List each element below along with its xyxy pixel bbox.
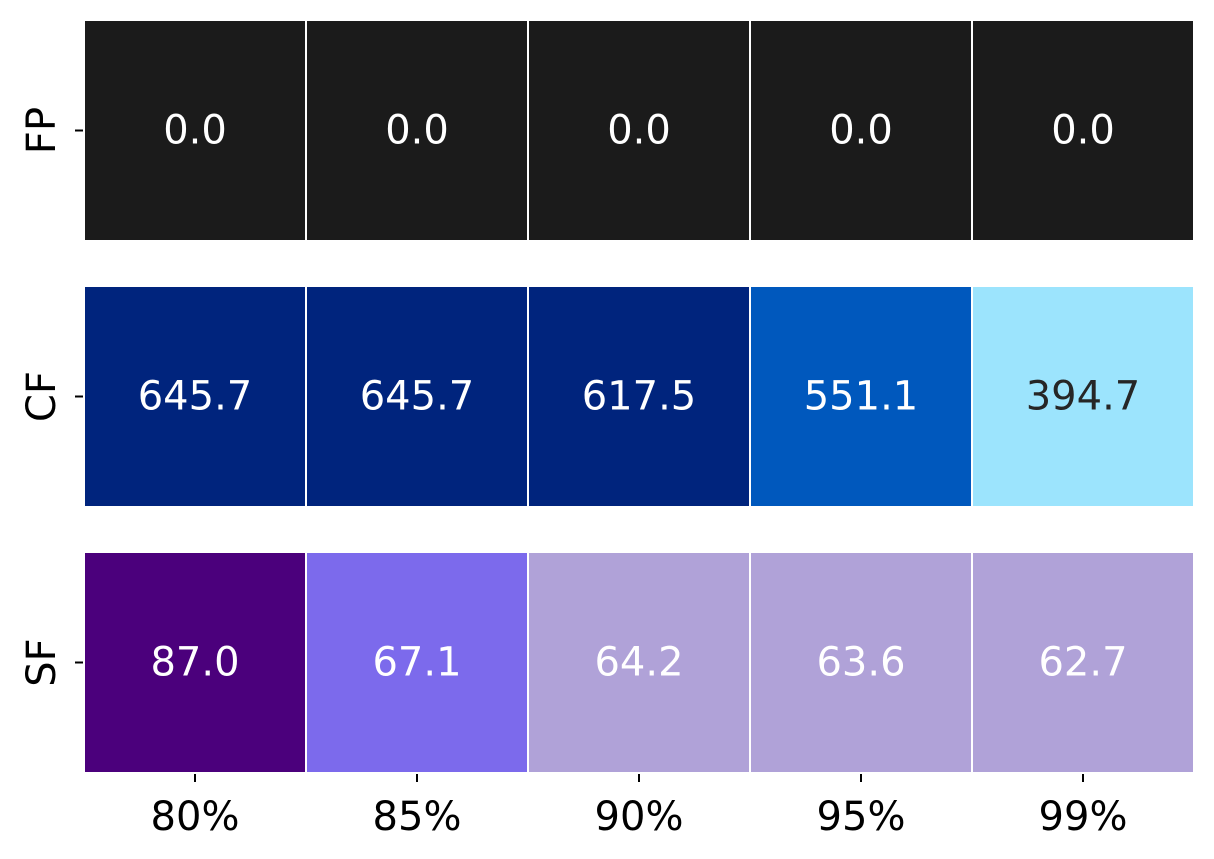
heatmap-cell-sf-1 (307, 553, 527, 772)
cell-value-label-fp-1: 0.0 (385, 108, 449, 154)
heatmap-cell-cf-1 (307, 287, 527, 506)
x-tick-label-0: 80% (151, 794, 240, 840)
heatmap-cell-fp-4 (973, 21, 1193, 240)
heatmap-cell-fp-3 (751, 21, 971, 240)
heatmap-cell-fp-0 (85, 21, 305, 240)
cell-value-label-cf-2: 617.5 (582, 374, 697, 420)
cell-value-label-fp-4: 0.0 (1051, 108, 1115, 154)
cell-value-label-cf-0: 645.7 (138, 374, 253, 420)
heatmap-cell-cf-3 (751, 287, 971, 506)
cell-value-label-cf-1: 645.7 (360, 374, 475, 420)
x-tick-label-4: 99% (1039, 794, 1128, 840)
cell-value-label-fp-0: 0.0 (163, 108, 227, 154)
cell-value-label-cf-3: 551.1 (804, 374, 919, 420)
cell-value-label-fp-2: 0.0 (607, 108, 671, 154)
x-tick-label-2: 90% (595, 794, 684, 840)
x-tick-label-3: 95% (817, 794, 906, 840)
heatmap-cell-cf-4 (973, 287, 1193, 506)
cell-value-label-sf-1: 67.1 (372, 640, 461, 686)
y-tick-label-sf: SF (19, 638, 65, 686)
cell-value-label-cf-4: 394.7 (1026, 374, 1141, 420)
cell-value-label-sf-0: 87.0 (150, 640, 239, 686)
heatmap-cell-sf-2 (529, 553, 749, 772)
heatmap-cell-sf-4 (973, 553, 1193, 772)
heatmap-cell-sf-0 (85, 553, 305, 772)
heatmap-cell-fp-1 (307, 21, 527, 240)
y-tick-label-cf: CF (19, 371, 65, 422)
cell-value-label-sf-4: 62.7 (1038, 640, 1127, 686)
heatmap-cell-fp-2 (529, 21, 749, 240)
cell-value-label-fp-3: 0.0 (829, 108, 893, 154)
cell-value-label-sf-2: 64.2 (594, 640, 683, 686)
cell-value-label-sf-3: 63.6 (816, 640, 905, 686)
heatmap-cell-sf-3 (751, 553, 971, 772)
y-tick-label-fp: FP (19, 107, 65, 154)
heatmap-cell-cf-0 (85, 287, 305, 506)
x-tick-label-1: 85% (373, 794, 462, 840)
heatmap-cell-cf-2 (529, 287, 749, 506)
